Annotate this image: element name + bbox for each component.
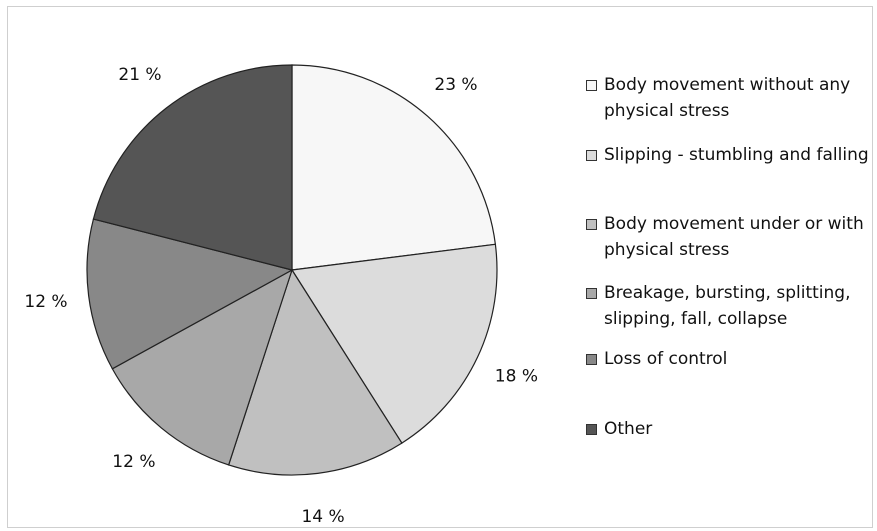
legend-label: Breakage, bursting, splitting, slipping,…: [604, 283, 851, 329]
pie-slice: [291, 64, 497, 271]
legend-item: Slipping - stumbling and falling: [586, 142, 872, 168]
slice-percent-label: 12 %: [112, 452, 155, 472]
legend-label: Body movement without any physical stres…: [604, 75, 851, 121]
legend-swatch: [586, 219, 597, 230]
legend-item: Other: [586, 416, 872, 442]
legend-label: Body movement under or with physical str…: [604, 214, 864, 260]
legend-label: Slipping - stumbling and falling: [604, 145, 869, 165]
legend-label: Other: [604, 419, 653, 439]
pie-slice: [111, 268, 294, 466]
slice-percent-label: 18 %: [495, 367, 538, 387]
legend-item: Loss of control: [586, 346, 872, 372]
pie-slice: [227, 268, 403, 476]
legend-swatch: [586, 424, 597, 435]
legend-swatch: [586, 80, 597, 91]
pie-slice: [86, 218, 294, 370]
legend-label: Loss of control: [604, 349, 728, 369]
pie-slice: [92, 64, 293, 271]
slice-percent-label: 23 %: [434, 75, 477, 95]
slice-percent-label: 21 %: [118, 65, 161, 85]
legend-swatch: [586, 354, 597, 365]
legend-item: Body movement without any physical stres…: [586, 72, 872, 124]
slice-percent-label: 14 %: [301, 507, 344, 527]
legend-swatch: [586, 150, 597, 161]
legend-swatch: [586, 288, 597, 299]
legend-item: Breakage, bursting, splitting, slipping,…: [586, 280, 872, 332]
legend-item: Body movement under or with physical str…: [586, 211, 872, 263]
slice-percent-label: 12 %: [24, 292, 67, 312]
pie-slice: [290, 243, 498, 444]
